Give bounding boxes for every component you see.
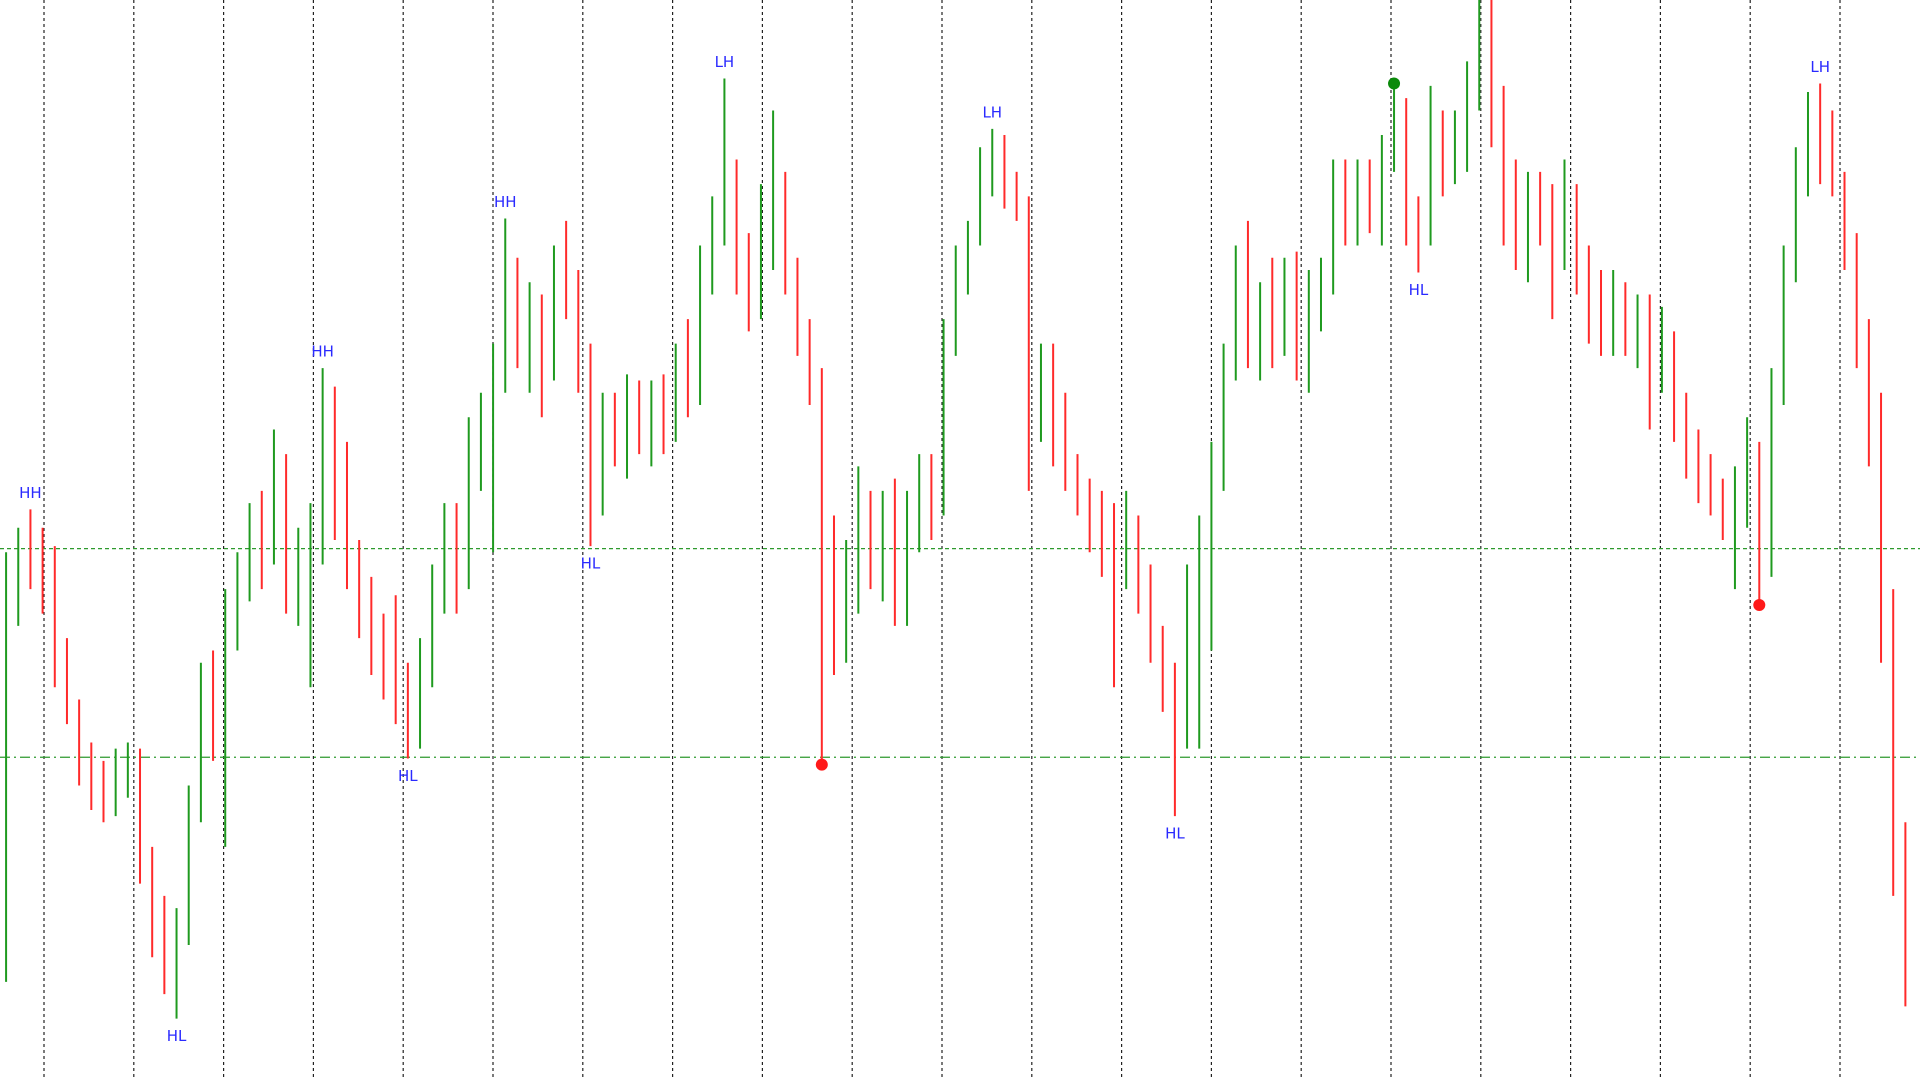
pivot-marker (1753, 599, 1766, 612)
swing-label: HL (581, 555, 601, 573)
swing-label: HL (167, 1027, 187, 1045)
swing-label: HL (1165, 825, 1185, 843)
swing-label: LH (715, 53, 735, 71)
swing-label: HH (311, 343, 334, 361)
pivot-marker (815, 758, 828, 771)
swing-label: HL (398, 767, 418, 785)
swing-label: LH (982, 103, 1002, 121)
swing-label: LH (1810, 58, 1830, 76)
swing-label: HH (19, 484, 42, 502)
pivot-marker (1388, 77, 1401, 90)
swing-label: HL (1409, 281, 1429, 299)
swing-label: HH (494, 193, 517, 211)
